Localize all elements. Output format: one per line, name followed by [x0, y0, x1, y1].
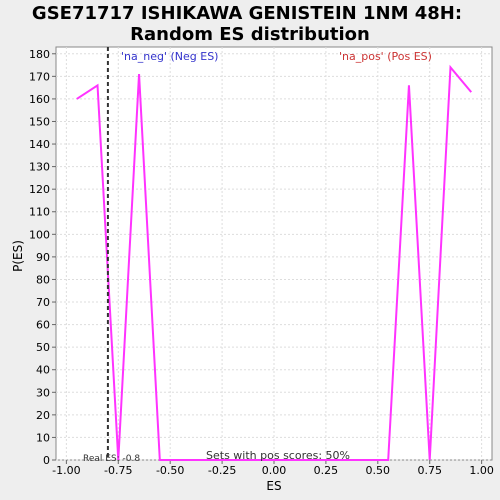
x-tick-label: -0.25 — [208, 464, 236, 477]
y-tick-label: 20 — [36, 409, 50, 422]
chart-title-line2: Random ES distribution — [130, 24, 370, 45]
neg-es-label: 'na_neg' (Neg ES) — [121, 50, 218, 63]
x-tick-label: 0.00 — [262, 464, 287, 477]
y-tick-label: 140 — [29, 138, 50, 151]
y-tick-label: 50 — [36, 341, 50, 354]
y-tick-label: 130 — [29, 161, 50, 174]
chart-title-line1: GSE71717 ISHIKAWA GENISTEIN 1NM 48H: — [32, 3, 462, 24]
x-tick-label: 0.25 — [314, 464, 339, 477]
x-tick-label: 0.50 — [366, 464, 391, 477]
x-tick-label: -1.00 — [52, 464, 80, 477]
y-tick-label: 80 — [36, 273, 50, 286]
x-tick-label: -0.75 — [104, 464, 132, 477]
y-tick-label: 100 — [29, 228, 50, 241]
real-es-label: Real ES: -0.8 — [83, 454, 140, 464]
x-axis-ticks: -1.00 -0.75 -0.50 -0.25 0.00 0.25 0.50 0.75 1.00 — [52, 460, 494, 477]
y-tick-label: 110 — [29, 206, 50, 219]
y-tick-label: 90 — [36, 251, 50, 264]
y-tick-label: 150 — [29, 115, 50, 128]
series-group — [76, 64, 473, 461]
y-tick-label: 160 — [29, 93, 50, 106]
y-tick-label: 40 — [36, 364, 50, 377]
y-tick-label: 120 — [29, 183, 50, 196]
y-tick-label: 170 — [29, 70, 50, 83]
y-tick-label: 60 — [36, 319, 50, 332]
y-tick-label: 30 — [36, 386, 50, 399]
y-axis-ticks: 0 10 20 30 40 50 60 70 80 90 100 110 120 130 140 150 160… — [29, 48, 56, 467]
y-tick-label: 70 — [36, 296, 50, 309]
sets-pos-scores-annotation: Sets with pos scores: 50% — [206, 449, 350, 462]
pos-es-label: 'na_pos' (Pos ES) — [339, 50, 432, 63]
y-axis-label: P(ES) — [11, 240, 25, 272]
grid-lines — [56, 47, 492, 461]
x-tick-label: -0.50 — [156, 464, 184, 477]
x-axis-label: ES — [266, 479, 281, 493]
y-tick-label: 10 — [36, 431, 50, 444]
y-tick-label: 0 — [43, 454, 50, 467]
y-tick-label: 180 — [29, 48, 50, 61]
series-line — [76, 64, 473, 461]
x-tick-label: 1.00 — [469, 464, 494, 477]
x-tick-label: 0.75 — [417, 464, 442, 477]
